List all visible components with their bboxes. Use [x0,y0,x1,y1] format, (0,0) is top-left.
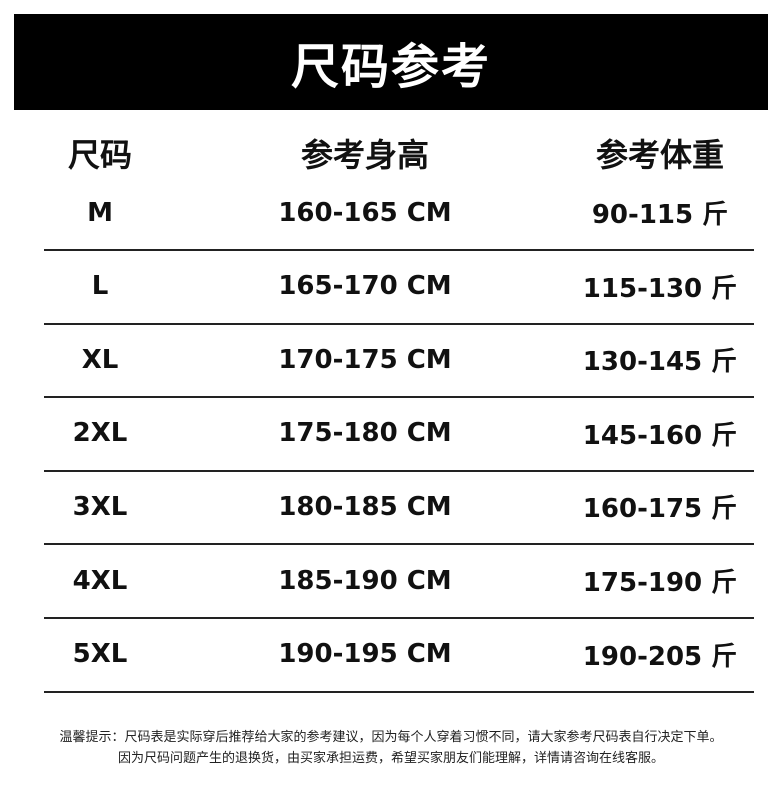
height-cell: 185-190 CM [278,565,452,596]
size-cell: 3XL [72,491,128,522]
header-size: 尺码 [67,136,132,174]
weight-cell: 90-115 斤 [591,200,729,230]
height-cell: 170-175 CM [278,344,452,375]
height-cell: 180-185 CM [278,491,452,522]
header-height: 参考身高 [300,136,429,174]
table-row: XL 170-175 CM 130-145 斤 [44,323,754,399]
table-row: 5XL 190-195 CM 190-205 斤 [44,618,754,693]
weight-cell: 130-145 斤 [582,347,738,378]
note-line-2: 因为尺码问题产生的退换货，由买家承担运费，希望买家朋友们能理解，详情请咨询在线客… [117,751,664,766]
size-cell: L [91,271,109,302]
note-line-1: 温馨提示：尺码表是实际穿后推荐给大家的参考建议，因为每个人穿着习惯不同，请大家参… [59,730,723,745]
size-cell: XL [81,344,119,375]
table-row: 4XL 185-190 CM 175-190 斤 [44,544,754,619]
header-weight: 参考体重 [595,136,724,174]
size-cell: 4XL [72,565,128,596]
size-cell: 5XL [72,639,128,670]
height-cell: 165-170 CM [278,271,452,302]
table-row: 2XL 175-180 CM 145-160 斤 [44,397,754,472]
title-banner: 尺码参考 [14,14,768,110]
height-cell: 175-180 CM [278,418,452,449]
page-title: 尺码参考 [290,39,491,95]
weight-cell: 160-175 斤 [582,494,738,525]
height-cell: 190-195 CM [278,639,452,670]
weight-cell: 115-130 斤 [582,273,738,304]
size-cell: M [87,197,113,228]
table-row: 3XL 180-185 CM 160-175 斤 [44,470,754,546]
height-cell: 160-165 CM [278,197,452,228]
weight-cell: 145-160 斤 [582,420,738,451]
table-row: M 160-165 CM 90-115 斤 [44,176,754,251]
weight-cell: 190-205 斤 [582,641,738,672]
weight-cell: 175-190 斤 [582,568,738,598]
table-row: L 165-170 CM 115-130 斤 [44,250,754,325]
size-cell: 2XL [72,418,128,449]
